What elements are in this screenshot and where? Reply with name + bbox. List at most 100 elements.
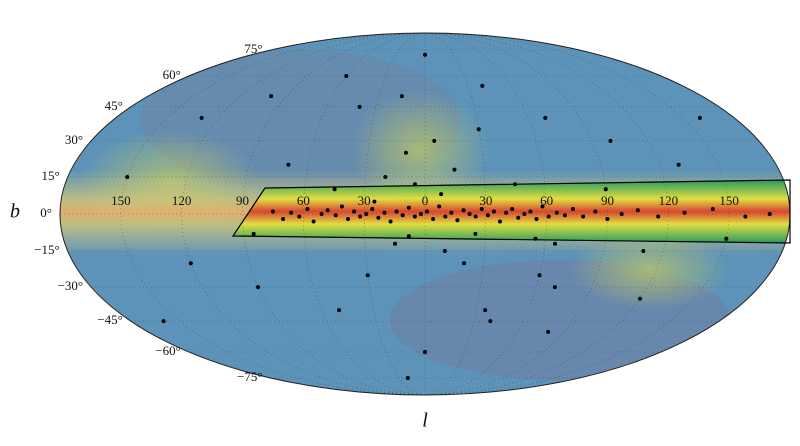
point (603, 187, 608, 192)
point (412, 182, 417, 187)
point (682, 210, 687, 215)
point (743, 214, 748, 219)
point (364, 212, 369, 216)
point (319, 212, 324, 216)
point (370, 207, 375, 212)
point (554, 210, 559, 215)
point (767, 212, 772, 216)
point (504, 210, 509, 215)
point (376, 215, 381, 220)
point (533, 236, 538, 241)
point (473, 231, 478, 236)
point (337, 308, 342, 313)
y-tick-label: 60° (163, 67, 181, 82)
point (383, 174, 388, 179)
point (423, 349, 427, 354)
point (289, 210, 294, 215)
point (399, 94, 404, 99)
point (562, 213, 567, 218)
point (394, 209, 399, 214)
point (552, 285, 557, 290)
y-tick-label: −30° (58, 278, 84, 293)
grid-line (424, 32, 608, 396)
point (638, 296, 643, 301)
x-tick-label: 60 (540, 193, 553, 208)
point (270, 209, 275, 214)
y-tick-label: −75° (237, 369, 263, 384)
point (344, 74, 349, 79)
point (461, 208, 466, 213)
point (581, 214, 586, 219)
point (392, 241, 397, 246)
point (513, 182, 518, 187)
point (443, 214, 448, 219)
grid-line (424, 32, 548, 396)
point (480, 83, 485, 88)
point (400, 213, 405, 218)
point (479, 207, 484, 212)
point (570, 207, 575, 212)
x-axis-label: l (422, 410, 428, 432)
point (641, 249, 646, 254)
point (357, 104, 362, 109)
point (297, 214, 302, 219)
point (593, 209, 598, 214)
point (516, 215, 521, 220)
x-tick-label: 90 (601, 193, 614, 208)
point (510, 207, 515, 212)
point (476, 127, 481, 132)
point (676, 162, 681, 167)
labels: −75° −60° −45° −30° −15° 0° 15° 30° 45° 60° 75° 150… (34, 41, 739, 384)
point (540, 204, 545, 209)
x-tick-label: 30 (479, 193, 492, 208)
point (467, 212, 472, 216)
point (188, 261, 193, 266)
point (406, 205, 411, 210)
point (710, 207, 715, 212)
point (251, 231, 256, 236)
y-tick-label: −45° (97, 312, 123, 327)
point (365, 273, 370, 278)
point (534, 216, 539, 221)
point (431, 216, 436, 221)
x-tick-label: 120 (172, 193, 192, 208)
point (605, 216, 610, 221)
points (125, 52, 772, 380)
point (473, 214, 478, 219)
point (161, 319, 166, 324)
point (382, 210, 387, 215)
point (449, 210, 454, 215)
point (412, 214, 417, 219)
grid-line (302, 32, 426, 396)
point (125, 174, 130, 179)
point (332, 187, 337, 192)
point (724, 236, 729, 241)
point (437, 204, 442, 209)
point (656, 214, 661, 219)
grid-line (424, 32, 669, 396)
point (442, 249, 447, 254)
point (269, 94, 274, 99)
x-tick-label: 90 (236, 193, 249, 208)
survey-region (231, 179, 791, 244)
point (452, 167, 457, 172)
grid-line (181, 32, 426, 396)
point (553, 241, 558, 246)
x-tick-label: 30 (358, 193, 371, 208)
point (311, 219, 316, 224)
point (358, 214, 363, 219)
x-tick-label: 60 (297, 193, 310, 208)
point (439, 192, 444, 197)
point (305, 207, 310, 212)
y-tick-label: 30° (65, 132, 83, 147)
point (697, 115, 702, 120)
x-tick-label: 150 (719, 193, 739, 208)
y-tick-label: 0° (40, 205, 52, 220)
x-tick-label: 150 (111, 193, 131, 208)
point (345, 216, 350, 221)
point (483, 308, 488, 313)
y-axis-label: b (10, 201, 20, 223)
point (546, 329, 551, 334)
point (528, 209, 533, 214)
